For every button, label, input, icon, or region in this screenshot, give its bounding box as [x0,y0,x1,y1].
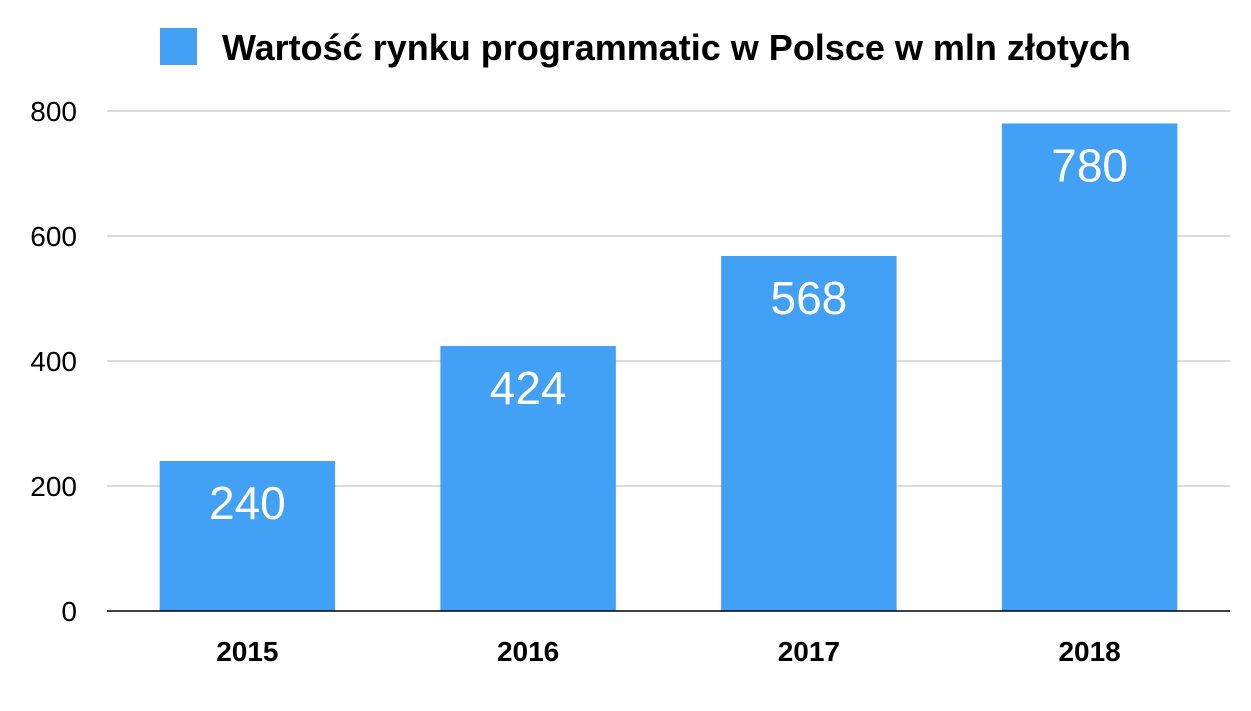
bars [159,123,1178,611]
bar [159,461,336,611]
x-tick-label: 2017 [778,636,840,667]
y-tick-label: 400 [30,346,77,377]
legend-label: Wartość rynku programmatic w Polsce w ml… [222,27,1131,68]
data-label: 780 [1051,140,1128,192]
legend: Wartość rynku programmatic w Polsce w ml… [160,27,1131,68]
bar [1001,123,1178,611]
bar [440,346,616,611]
y-tick-label: 600 [30,221,77,252]
x-tick-label: 2018 [1058,636,1120,667]
data-label: 240 [209,477,286,529]
y-tick-label: 800 [30,96,77,127]
y-tick-label: 0 [61,596,77,627]
data-labels: 240 424 568 780 [209,140,1128,530]
y-tick-label: 200 [30,471,77,502]
data-label: 424 [490,362,567,414]
data-label: 568 [771,272,848,324]
x-axis-ticks: 2015 2016 2017 2018 [216,636,1121,667]
bar [721,256,897,611]
x-tick-label: 2015 [216,636,278,667]
legend-swatch [160,28,197,65]
y-axis-ticks: 0 200 400 600 800 [30,96,77,627]
x-tick-label: 2016 [497,636,559,667]
